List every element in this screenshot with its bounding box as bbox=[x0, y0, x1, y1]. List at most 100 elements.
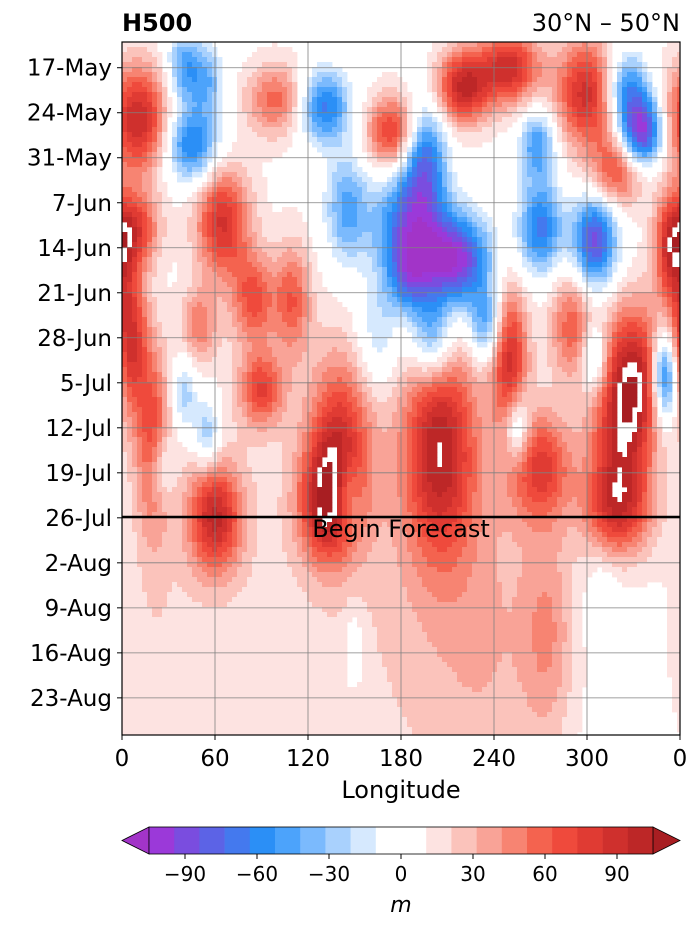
field-cell bbox=[522, 187, 528, 193]
field-cell bbox=[257, 157, 263, 163]
field-cell bbox=[132, 112, 138, 118]
field-cell bbox=[562, 72, 568, 78]
field-cell bbox=[662, 272, 668, 278]
field-cell bbox=[347, 197, 353, 203]
field-cell bbox=[482, 52, 488, 58]
field-cell bbox=[412, 192, 418, 198]
field-cell bbox=[517, 142, 523, 148]
field-cell bbox=[372, 242, 378, 248]
field-cell bbox=[172, 297, 178, 303]
field-cell bbox=[372, 222, 378, 228]
field-cell bbox=[387, 162, 393, 168]
field-cell bbox=[412, 152, 418, 158]
field-cell bbox=[677, 132, 680, 138]
field-cell bbox=[382, 197, 388, 203]
field-cell bbox=[262, 247, 268, 253]
field-cell bbox=[182, 157, 188, 163]
field-cell bbox=[562, 42, 568, 48]
field-cell bbox=[122, 242, 128, 248]
field-cell bbox=[172, 127, 178, 133]
field-cell bbox=[527, 142, 533, 148]
field-cell bbox=[232, 252, 238, 258]
field-cell bbox=[332, 117, 338, 123]
field-cell bbox=[642, 147, 648, 153]
field-cell bbox=[197, 242, 203, 248]
field-cell bbox=[232, 217, 238, 223]
field-cell bbox=[197, 222, 203, 228]
field-cell bbox=[467, 277, 473, 283]
field-cell bbox=[452, 197, 458, 203]
field-cell bbox=[582, 202, 588, 208]
field-cell bbox=[307, 247, 313, 253]
field-cell bbox=[162, 187, 168, 193]
field-cell bbox=[572, 297, 578, 303]
field-cell bbox=[317, 137, 323, 143]
field-cell bbox=[457, 122, 463, 128]
field-cell bbox=[147, 297, 153, 303]
field-cell bbox=[437, 292, 443, 298]
field-cell bbox=[127, 282, 133, 288]
field-cell bbox=[517, 47, 523, 53]
field-cell bbox=[637, 262, 643, 268]
field-cell bbox=[617, 152, 623, 158]
field-cell bbox=[157, 272, 163, 278]
field-cell bbox=[437, 157, 443, 163]
field-cell bbox=[187, 77, 193, 83]
field-cell bbox=[487, 232, 493, 238]
field-cell bbox=[507, 287, 513, 293]
field-cell bbox=[487, 127, 493, 133]
field-cell bbox=[227, 167, 233, 173]
field-cell bbox=[177, 62, 183, 68]
field-cell bbox=[457, 257, 463, 263]
field-cell bbox=[182, 287, 188, 293]
field-cell bbox=[477, 237, 483, 243]
field-cell bbox=[287, 87, 293, 93]
field-cell bbox=[617, 282, 623, 288]
field-cell bbox=[372, 247, 378, 253]
field-cell bbox=[177, 267, 183, 273]
field-cell bbox=[167, 312, 173, 318]
field-cell bbox=[587, 302, 593, 308]
field-cell bbox=[357, 197, 363, 203]
field-cell bbox=[332, 212, 338, 218]
field-cell bbox=[257, 202, 263, 208]
field-cell bbox=[437, 102, 443, 108]
field-cell bbox=[312, 112, 318, 118]
field-cell bbox=[617, 97, 623, 103]
field-cell bbox=[292, 112, 298, 118]
field-cell bbox=[532, 137, 538, 143]
field-cell bbox=[382, 82, 388, 88]
field-cell bbox=[467, 102, 473, 108]
field-cell bbox=[372, 187, 378, 193]
field-cell bbox=[522, 127, 528, 133]
field-cell bbox=[137, 242, 143, 248]
field-cell bbox=[537, 182, 543, 188]
field-cell bbox=[372, 97, 378, 103]
field-cell bbox=[272, 52, 278, 58]
field-cell bbox=[332, 232, 338, 238]
field-cell bbox=[322, 207, 328, 213]
field-cell bbox=[647, 197, 653, 203]
field-cell bbox=[582, 267, 588, 273]
field-cell bbox=[407, 272, 413, 278]
field-cell bbox=[537, 187, 543, 193]
field-cell bbox=[427, 317, 433, 323]
field-cell bbox=[322, 122, 328, 128]
field-cell bbox=[362, 182, 368, 188]
field-cell bbox=[577, 167, 583, 173]
field-cell bbox=[472, 282, 478, 288]
field-cell bbox=[582, 137, 588, 143]
field-cell bbox=[177, 82, 183, 88]
field-cell bbox=[462, 247, 468, 253]
field-cell bbox=[427, 132, 433, 138]
field-cell bbox=[127, 107, 133, 113]
field-cell bbox=[337, 137, 343, 143]
field-cell bbox=[362, 177, 368, 183]
field-cell bbox=[222, 312, 228, 318]
field-cell bbox=[617, 227, 623, 233]
field-cell bbox=[187, 57, 193, 63]
field-cell bbox=[557, 307, 563, 313]
field-cell bbox=[542, 47, 548, 53]
field-cell bbox=[232, 182, 238, 188]
field-cell bbox=[437, 177, 443, 183]
